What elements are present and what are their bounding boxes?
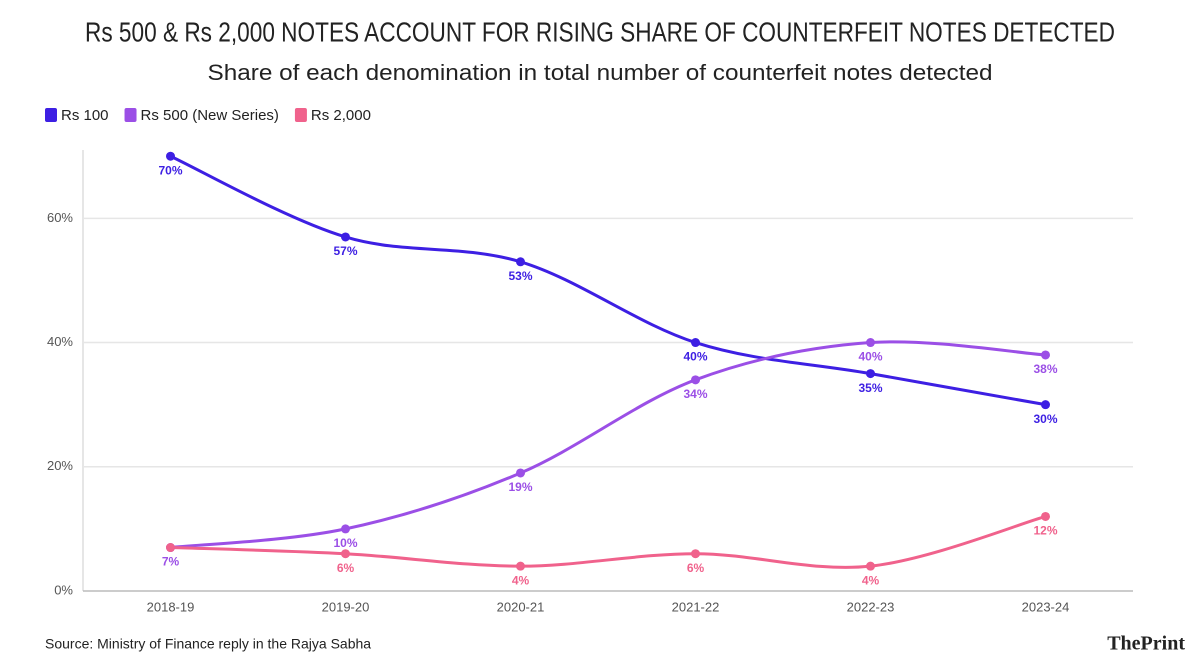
x-tick-label: 2023-24 <box>1022 599 1070 614</box>
x-tick-label: 2019-20 <box>322 599 370 614</box>
data-label: 53% <box>508 269 532 283</box>
data-label: 40% <box>858 350 882 364</box>
data-label: 35% <box>858 381 882 395</box>
y-tick-label: 40% <box>47 334 73 349</box>
x-tick-label: 2018-19 <box>147 599 195 614</box>
chart-title: Rs 500 & Rs 2,000 NOTES ACCOUNT FOR RISI… <box>85 16 1115 47</box>
data-point <box>516 257 525 267</box>
data-point <box>341 524 350 534</box>
data-point <box>866 338 875 348</box>
data-label: 70% <box>158 163 182 177</box>
data-label: 4% <box>512 573 530 587</box>
legend-label: Rs 2,000 <box>311 107 371 124</box>
data-point <box>691 549 700 559</box>
chart-subtitle: Share of each denomination in total numb… <box>208 60 993 85</box>
data-point <box>691 375 700 385</box>
data-point <box>691 338 700 348</box>
source: Source: Ministry of Finance reply in the… <box>45 636 371 652</box>
data-label: 57% <box>333 244 357 258</box>
data-label: 6% <box>337 561 355 575</box>
legend-label: Rs 100 <box>61 107 109 124</box>
data-point <box>341 232 350 242</box>
legend-label: Rs 500 (New Series) <box>141 107 279 124</box>
data-point <box>1041 511 1050 521</box>
legend-swatch <box>124 108 137 122</box>
data-label: 10% <box>333 536 357 550</box>
data-point <box>516 561 525 571</box>
data-label: 34% <box>683 387 707 401</box>
data-label: 38% <box>1033 362 1057 376</box>
x-tick-label: 2022-23 <box>847 599 895 614</box>
data-label: 7% <box>162 555 180 569</box>
data-point <box>166 151 175 161</box>
data-point <box>166 543 175 553</box>
data-label: 40% <box>683 350 707 364</box>
data-label: 30% <box>1033 412 1057 426</box>
series-line <box>170 340 1046 550</box>
series-line <box>169 154 1046 407</box>
data-point <box>866 369 875 379</box>
y-tick-label: 60% <box>47 210 73 225</box>
data-point <box>1041 400 1050 410</box>
y-tick-label: 0% <box>54 582 73 597</box>
data-point <box>1041 350 1050 360</box>
legend-swatch <box>45 108 57 122</box>
series-line <box>170 515 1046 569</box>
data-point <box>516 468 525 478</box>
data-label: 6% <box>687 561 705 575</box>
x-tick-label: 2020-21 <box>497 599 545 614</box>
data-point <box>341 549 350 559</box>
data-point <box>866 561 875 571</box>
legend-swatch <box>294 108 307 122</box>
y-tick-label: 20% <box>47 458 73 473</box>
brand: ThePrint <box>1107 633 1185 655</box>
data-label: 12% <box>1033 524 1057 538</box>
x-tick-label: 2021-22 <box>672 599 720 614</box>
data-label: 19% <box>508 480 532 494</box>
data-label: 4% <box>862 573 880 587</box>
